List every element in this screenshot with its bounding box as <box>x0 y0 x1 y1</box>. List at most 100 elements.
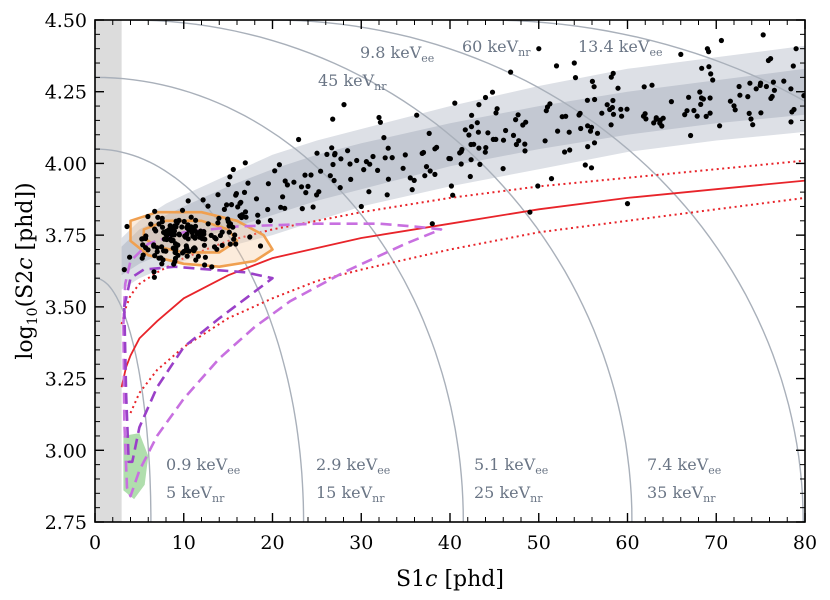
energy-label-ee-5: 13.4 keVee <box>578 37 662 59</box>
data-point <box>522 141 528 147</box>
data-point <box>176 232 182 238</box>
data-point <box>253 196 260 202</box>
data-point <box>788 86 794 92</box>
data-point <box>193 217 199 223</box>
data-point <box>139 236 145 242</box>
data-point <box>272 168 278 174</box>
data-point <box>718 37 725 44</box>
y-tick-label: 4.00 <box>45 153 87 175</box>
data-point <box>159 219 165 225</box>
data-point <box>771 87 778 93</box>
data-point <box>686 94 692 100</box>
data-point <box>503 127 509 134</box>
data-point <box>553 63 560 69</box>
data-point <box>402 152 408 158</box>
data-point <box>482 149 488 155</box>
data-point <box>700 96 707 102</box>
data-point <box>678 51 684 58</box>
data-point <box>278 204 284 210</box>
data-point <box>303 190 309 196</box>
data-point <box>510 132 517 138</box>
energy-contour-5 <box>485 20 805 103</box>
data-point <box>707 110 713 116</box>
data-point <box>159 244 165 250</box>
threshold-region <box>95 20 122 522</box>
data-point <box>717 123 723 129</box>
data-point <box>707 95 713 101</box>
data-point <box>477 161 483 167</box>
x-tick-label: 0 <box>89 532 101 554</box>
data-point <box>527 209 533 215</box>
data-point <box>513 117 519 123</box>
data-point <box>608 122 614 128</box>
data-point <box>314 150 320 156</box>
data-point <box>619 113 625 119</box>
data-point <box>407 175 413 181</box>
data-point <box>341 102 347 108</box>
data-point <box>624 201 631 207</box>
data-point <box>485 130 491 136</box>
data-point <box>493 110 499 116</box>
data-point <box>189 229 195 235</box>
data-point <box>607 106 613 113</box>
energy-label-nr-1: 15 keVnr <box>316 483 385 505</box>
energy-label-nr-0: 5 keVnr <box>166 483 225 505</box>
data-point <box>572 75 579 81</box>
data-point <box>731 103 737 109</box>
energy-label-ee-2: 5.1 keVee <box>474 455 548 477</box>
data-point <box>186 248 192 254</box>
data-point <box>215 220 221 226</box>
data-point <box>330 161 336 168</box>
data-point <box>642 111 648 117</box>
data-point <box>152 208 158 214</box>
energy-label-nr-3: 35 keVnr <box>647 483 716 505</box>
data-point <box>280 194 286 200</box>
data-point <box>542 138 548 144</box>
data-point <box>310 204 316 210</box>
data-point <box>153 228 159 234</box>
data-point <box>789 109 795 115</box>
energy-label-ee-0: 0.9 keVee <box>166 455 240 477</box>
nr-median-line <box>120 179 805 388</box>
data-point <box>298 184 305 190</box>
data-point <box>154 249 160 255</box>
data-point <box>196 230 202 236</box>
data-point <box>370 153 376 160</box>
data-point <box>241 189 248 195</box>
data-point <box>457 150 463 156</box>
x-tick-label: 50 <box>527 532 551 554</box>
data-point <box>641 84 647 90</box>
data-point <box>585 123 591 129</box>
data-point <box>291 179 297 185</box>
data-point <box>566 129 572 135</box>
threshold-band <box>95 20 122 522</box>
energy-contour-3 <box>130 20 633 522</box>
data-point <box>385 176 391 182</box>
data-point <box>508 69 514 75</box>
data-point <box>302 172 308 178</box>
data-point <box>482 94 489 101</box>
y-tick-label: 3.00 <box>45 440 87 462</box>
data-point <box>604 102 610 108</box>
y-tick-label: 2.75 <box>45 512 87 534</box>
data-point <box>384 192 390 198</box>
data-point <box>585 144 591 150</box>
data-point <box>389 155 395 161</box>
data-point <box>282 178 288 184</box>
data-point <box>651 120 657 126</box>
data-point <box>267 217 273 224</box>
energy-contour-2 <box>95 76 464 522</box>
data-point <box>748 116 754 122</box>
data-point <box>192 235 198 241</box>
data-point <box>420 149 427 156</box>
data-point <box>163 228 169 235</box>
data-point <box>474 120 480 126</box>
data-point <box>145 213 151 220</box>
energy-label-ee-3: 7.4 keVee <box>647 455 721 477</box>
data-point <box>745 94 751 100</box>
energy-label-ee-1: 2.9 keVee <box>316 455 390 477</box>
data-point <box>173 248 179 255</box>
data-point <box>698 101 704 107</box>
data-point <box>255 212 261 218</box>
data-point <box>446 155 452 162</box>
